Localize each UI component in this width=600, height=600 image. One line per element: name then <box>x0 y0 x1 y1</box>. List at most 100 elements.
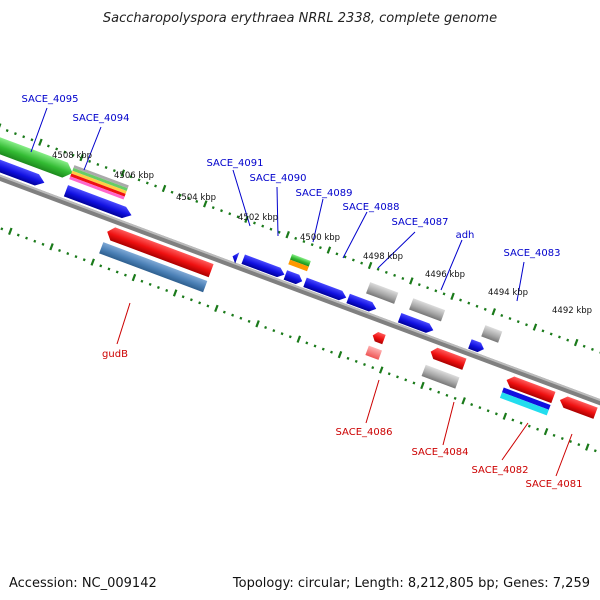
forward-tick-mark <box>253 221 256 225</box>
gene-label-reverse[interactable]: SACE_4082 <box>472 465 529 476</box>
reverse-tick-mark <box>412 381 416 385</box>
forward-tick-mark <box>426 286 430 290</box>
forward-tick-mark <box>55 147 59 151</box>
reverse-tick-mark <box>131 273 137 282</box>
gene-gudB-arrow[interactable] <box>105 225 214 278</box>
gene-label-reverse[interactable]: gudB <box>102 349 128 360</box>
forward-tick-mark <box>137 178 141 182</box>
gene-label-forward[interactable]: SACE_4089 <box>296 188 353 199</box>
reverse-tick-mark <box>396 375 399 379</box>
gene-SACE_4082-arrow[interactable] <box>504 374 556 404</box>
reverse-tick-mark <box>82 258 86 262</box>
reverse-tick-mark <box>313 344 317 348</box>
gene-label-forward[interactable]: SACE_4090 <box>250 173 307 184</box>
gene-SACE_4084-arrow[interactable] <box>429 346 467 370</box>
genome-backbone <box>0 161 600 419</box>
forward-leader-line <box>440 239 463 291</box>
gene-label-forward[interactable]: adh <box>456 230 475 241</box>
forward-tick-label: 4502 kbp <box>238 213 278 223</box>
gene-gudB-steel-bar[interactable] <box>99 242 208 293</box>
gene-label-forward[interactable]: SACE_4087 <box>392 217 449 228</box>
gene-label-forward[interactable]: SACE_4095 <box>22 94 79 105</box>
gene-label-reverse[interactable]: SACE_4084 <box>412 447 469 458</box>
reverse-tick-mark <box>107 267 111 271</box>
gene-label-forward[interactable]: SACE_4091 <box>207 158 264 169</box>
forward-tick-mark <box>326 246 332 254</box>
forward-tick-mark <box>573 338 579 347</box>
gene-SACE_4087-arrow[interactable] <box>346 293 378 314</box>
forward-tick-mark <box>310 243 314 247</box>
reverse-tick-mark <box>502 412 508 420</box>
reverse-tick-mark <box>231 313 235 317</box>
reverse-tick-mark <box>378 366 384 374</box>
forward-tick-mark <box>38 138 43 146</box>
forward-tick-mark <box>104 166 108 170</box>
forward-tick-mark <box>384 270 388 274</box>
forward-tick-mark <box>277 230 281 234</box>
gene-gray-4084[interactable] <box>421 364 460 389</box>
reverse-tick-mark <box>189 298 193 302</box>
reverse-tick-mark <box>371 366 375 370</box>
reverse-tick-mark <box>140 279 144 283</box>
reverse-tick-mark <box>0 227 4 231</box>
reverse-tick-mark <box>543 427 549 436</box>
gene-SACE_4082-cyan-bar[interactable] <box>499 392 549 416</box>
gene-SACE_4090-arrow[interactable] <box>283 270 304 286</box>
forward-leader-line <box>312 198 324 243</box>
reverse-leader-line <box>555 433 573 477</box>
gene-SACE_4086-pink[interactable] <box>365 345 382 360</box>
forward-tick-mark <box>96 162 100 166</box>
reverse-leader-line <box>365 379 380 424</box>
forward-tick-mark <box>491 308 497 316</box>
reverse-tick-mark <box>156 285 160 289</box>
reverse-tick-mark <box>99 264 103 268</box>
forward-tick-mark <box>236 215 240 219</box>
reverse-tick-mark <box>305 341 309 345</box>
gene-gray-4494[interactable] <box>481 325 503 343</box>
forward-leader-line <box>30 107 48 153</box>
gene-label-forward[interactable]: SACE_4094 <box>73 113 130 124</box>
forward-tick-label: 4500 kbp <box>300 233 340 243</box>
gene-gray-4496[interactable] <box>409 298 446 322</box>
reverse-leader-line <box>442 401 455 446</box>
label-leader-lines <box>30 107 573 477</box>
forward-tick-mark <box>211 206 215 210</box>
gene-SACE_4095-arrow[interactable] <box>0 134 75 180</box>
gene-label-reverse[interactable]: SACE_4086 <box>336 427 393 438</box>
gene-small-blue-marker[interactable] <box>230 251 240 264</box>
gene-SACE_4094-stack[interactable] <box>69 165 129 200</box>
reverse-tick-mark <box>453 396 457 400</box>
forward-tick-mark <box>0 123 2 131</box>
gene-blue-arrow-left[interactable] <box>0 153 46 188</box>
forward-leader-line <box>377 231 416 269</box>
reverse-tick-mark <box>214 304 219 313</box>
gene-blue-arrow-2[interactable] <box>63 185 134 221</box>
reverse-tick-mark <box>264 326 268 330</box>
gene-SACE_4082-blue-bar[interactable] <box>501 387 551 410</box>
gene-gray-4498[interactable] <box>366 282 399 304</box>
gene-SACE_4088-arrow[interactable] <box>303 277 348 303</box>
gene-SACE_4089-green[interactable] <box>290 253 311 267</box>
reverse-tick-mark <box>337 350 343 359</box>
gene-label-reverse[interactable]: SACE_4081 <box>526 479 583 490</box>
gene-SACE_4083-arrow[interactable] <box>468 339 486 354</box>
gene-SACE_4091-arrow[interactable] <box>241 254 286 279</box>
reverse-tick-mark <box>25 236 28 240</box>
forward-leader-line <box>342 211 368 259</box>
gene-label-forward[interactable]: SACE_4088 <box>343 202 400 213</box>
gene-SACE_4081-arrow[interactable] <box>558 394 598 419</box>
reverse-tick-mark <box>354 359 358 363</box>
reverse-tick-mark <box>387 372 391 376</box>
forward-tick-label: 4492 kbp <box>552 306 592 316</box>
reverse-tick-mark <box>519 421 523 425</box>
reverse-tick-mark <box>593 449 597 453</box>
forward-tick-mark <box>294 236 298 240</box>
gene-SACE_4086-arrow[interactable] <box>371 331 386 345</box>
reverse-tick-mark <box>486 409 490 413</box>
forward-tick-mark <box>318 246 322 250</box>
gene-label-forward[interactable]: SACE_4083 <box>504 248 561 259</box>
gene-adh-arrow[interactable] <box>397 312 435 335</box>
forward-tick-mark <box>22 135 26 139</box>
gene-SACE_4089-orange[interactable] <box>288 259 309 272</box>
forward-tick-mark <box>228 212 232 216</box>
